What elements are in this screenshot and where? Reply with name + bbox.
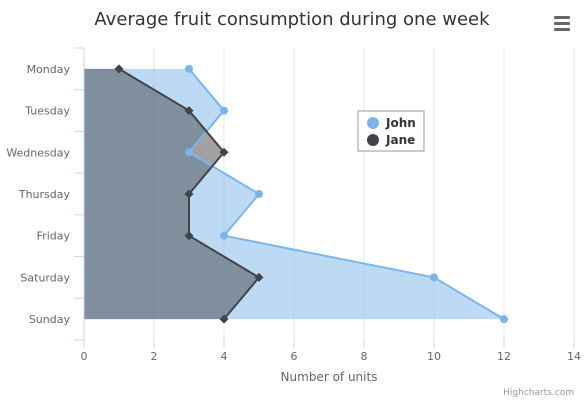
category-label: Saturday bbox=[20, 271, 70, 284]
value-tick-label: 0 bbox=[81, 350, 88, 363]
data-point-jane[interactable] bbox=[114, 64, 124, 74]
data-point-jane[interactable] bbox=[184, 106, 194, 116]
hamburger-menu-icon[interactable] bbox=[552, 14, 572, 32]
category-label: Friday bbox=[37, 230, 71, 243]
value-tick-label: 8 bbox=[361, 350, 368, 363]
data-point-john[interactable] bbox=[220, 106, 228, 115]
data-point-john[interactable] bbox=[185, 148, 193, 157]
legend-item-john[interactable]: John bbox=[385, 116, 416, 130]
category-label: Monday bbox=[27, 63, 71, 76]
data-point-jane[interactable] bbox=[219, 147, 229, 157]
legend: John Jane bbox=[357, 110, 425, 152]
chart-title: Average fruit consumption during one wee… bbox=[94, 9, 490, 30]
value-tick-label: 4 bbox=[221, 350, 228, 363]
value-axis-title: Number of units bbox=[281, 370, 378, 384]
series-area-jane bbox=[84, 68, 259, 320]
category-label: Wednesday bbox=[6, 146, 70, 159]
data-point-john[interactable] bbox=[430, 273, 438, 282]
legend-symbol-john[interactable] bbox=[367, 117, 379, 129]
data-point-jane[interactable] bbox=[184, 231, 194, 241]
data-point-john[interactable] bbox=[255, 190, 263, 198]
legend-item-jane[interactable]: Jane bbox=[385, 133, 415, 147]
category-label: Tuesday bbox=[24, 105, 70, 118]
data-point-john[interactable] bbox=[500, 315, 508, 324]
category-label: Sunday bbox=[29, 313, 71, 326]
credits-link[interactable]: Highcharts.com bbox=[503, 388, 574, 398]
data-point-jane[interactable] bbox=[254, 272, 264, 282]
data-point-john[interactable] bbox=[220, 231, 228, 240]
value-tick-label: 12 bbox=[497, 350, 511, 363]
value-tick-label: 10 bbox=[427, 350, 441, 363]
value-tick-label: 2 bbox=[151, 350, 158, 363]
legend-symbol-jane[interactable] bbox=[367, 134, 379, 146]
value-tick-label: 14 bbox=[567, 350, 581, 363]
data-point-john[interactable] bbox=[185, 64, 193, 73]
data-point-jane[interactable] bbox=[219, 314, 229, 324]
data-point-jane[interactable] bbox=[184, 189, 194, 199]
value-tick-label: 6 bbox=[291, 350, 298, 363]
category-label: Thursday bbox=[18, 188, 71, 201]
